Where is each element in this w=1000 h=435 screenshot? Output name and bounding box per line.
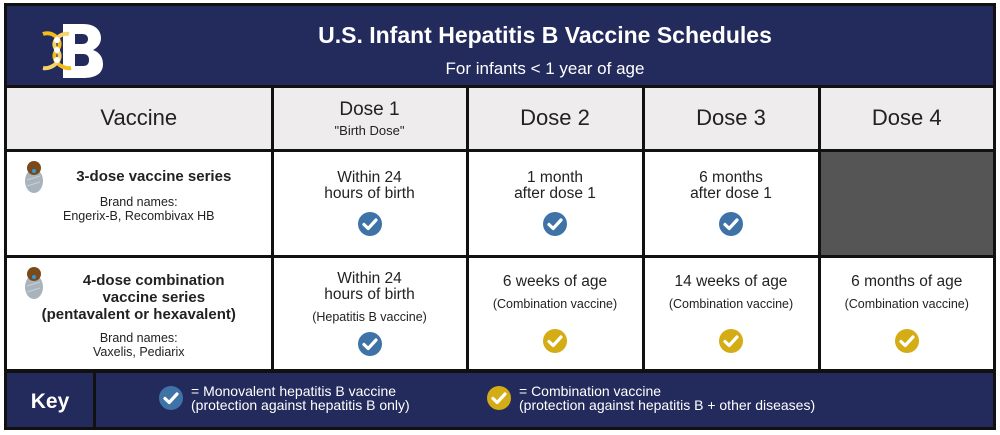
- dose3-cell: 6 months after dose 1: [641, 148, 821, 258]
- dose3-cell: 14 weeks of age (Combination vaccine): [641, 254, 821, 372]
- dose1-cell: Within 24 hours of birth: [270, 148, 469, 258]
- dose-timing-line2: after dose 1: [690, 185, 772, 202]
- hepatitis-b-foundation-logo-icon: [42, 24, 103, 78]
- dose4-cell: 6 months of age (Combination vaccine): [817, 254, 993, 372]
- brand-label: Brand names:: [99, 330, 178, 345]
- table-row-3-dose: 3-dose vaccine series Brand names: Enger…: [7, 148, 993, 258]
- brand-names: Engerix-B, Recombivax HB: [63, 208, 215, 223]
- key-combination-line2: (protection against hepatitis B + other …: [519, 397, 816, 413]
- monovalent-check-icon: [358, 212, 382, 236]
- key-item-monovalent: = Monovalent hepatitis B vaccine (protec…: [159, 384, 410, 412]
- header-banner: U.S. Infant Hepatitis B Vaccine Schedule…: [7, 6, 993, 88]
- column-header-dose1: Dose 1 "Birth Dose": [270, 88, 469, 152]
- dose-timing-line2: after dose 1: [514, 185, 596, 202]
- vaccine-type-note: (Hepatitis B vaccine): [312, 309, 427, 324]
- birth-dose-label: "Birth Dose": [334, 122, 405, 138]
- vaccine-name-line3: (pentavalent or hexavalent): [41, 305, 236, 323]
- brand-label: Brand names:: [99, 194, 178, 209]
- vaccine-schedule-infographic: U.S. Infant Hepatitis B Vaccine Schedule…: [4, 3, 996, 430]
- vaccine-cell-4-dose: 4-dose combination vaccine series (penta…: [7, 254, 274, 372]
- key-legend: Key = Monovalent hepatitis B vaccine (pr…: [7, 370, 993, 430]
- monovalent-check-icon: [358, 332, 382, 356]
- dose-timing-line1: 1 month: [526, 169, 583, 186]
- baby-icon: [23, 160, 45, 194]
- key-monovalent-line2: (protection against hepatitis B only): [191, 397, 410, 413]
- dose-timing-line2: hours of birth: [324, 185, 415, 202]
- key-monovalent-line1: = Monovalent hepatitis B vaccine: [191, 383, 397, 399]
- dose1-label: Dose 1: [339, 98, 400, 120]
- vaccine-type-note: (Combination vaccine): [668, 296, 794, 311]
- baby-icon: [23, 266, 45, 300]
- monovalent-check-icon: [719, 212, 743, 236]
- vaccine-type-note: (Combination vaccine): [844, 296, 969, 311]
- key-item-combination: = Combination vaccine (protection agains…: [487, 384, 815, 412]
- brand-names: Vaxelis, Pediarix: [93, 344, 185, 359]
- dose-timing-line2: hours of birth: [324, 285, 415, 303]
- vaccine-name-line2: vaccine series: [102, 288, 206, 306]
- key-combination-line1: = Combination vaccine: [519, 383, 662, 399]
- dose-timing: 6 months of age: [851, 272, 963, 290]
- dose-timing-line1: Within 24: [337, 169, 402, 186]
- gold-check-icon: [487, 386, 511, 410]
- dose2-cell: 6 weeks of age (Combination vaccine): [465, 254, 645, 372]
- dose-timing: 14 weeks of age: [674, 272, 788, 290]
- dose-timing: 6 weeks of age: [502, 272, 608, 290]
- schedule-table: Vaccine Dose 1 "Birth Dose" Dose 2 Dose …: [7, 88, 993, 372]
- vaccine-cell-3-dose: 3-dose vaccine series Brand names: Enger…: [7, 148, 274, 258]
- dose1-cell: Within 24 hours of birth (Hepatitis B va…: [270, 254, 469, 372]
- vaccine-type-note: (Combination vaccine): [492, 296, 618, 311]
- dose-timing-line1: Within 24: [337, 269, 402, 287]
- column-header-dose2: Dose 2: [465, 88, 645, 152]
- key-label: Key: [7, 373, 96, 430]
- column-header-vaccine: Vaccine: [7, 88, 274, 152]
- column-header-dose4: Dose 4: [817, 88, 993, 152]
- monovalent-check-icon: [543, 212, 567, 236]
- page-title: U.S. Infant Hepatitis B Vaccine Schedule…: [318, 22, 772, 48]
- combination-check-icon: [543, 329, 567, 353]
- table-row-4-dose: 4-dose combination vaccine series (penta…: [7, 254, 993, 372]
- column-header-dose3: Dose 3: [641, 88, 821, 152]
- dose4-cell-not-applicable: [817, 148, 993, 258]
- dose-timing-line1: 6 months: [699, 169, 763, 186]
- blue-check-icon: [159, 386, 183, 410]
- vaccine-name-line1: 4-dose combination: [82, 271, 225, 289]
- page-subtitle: For infants < 1 year of age: [445, 59, 645, 78]
- column-header-row: Vaccine Dose 1 "Birth Dose" Dose 2 Dose …: [7, 88, 993, 152]
- combination-check-icon: [895, 329, 919, 353]
- combination-check-icon: [719, 329, 743, 353]
- dose2-cell: 1 month after dose 1: [465, 148, 645, 258]
- vaccine-name: 3-dose vaccine series: [76, 167, 232, 185]
